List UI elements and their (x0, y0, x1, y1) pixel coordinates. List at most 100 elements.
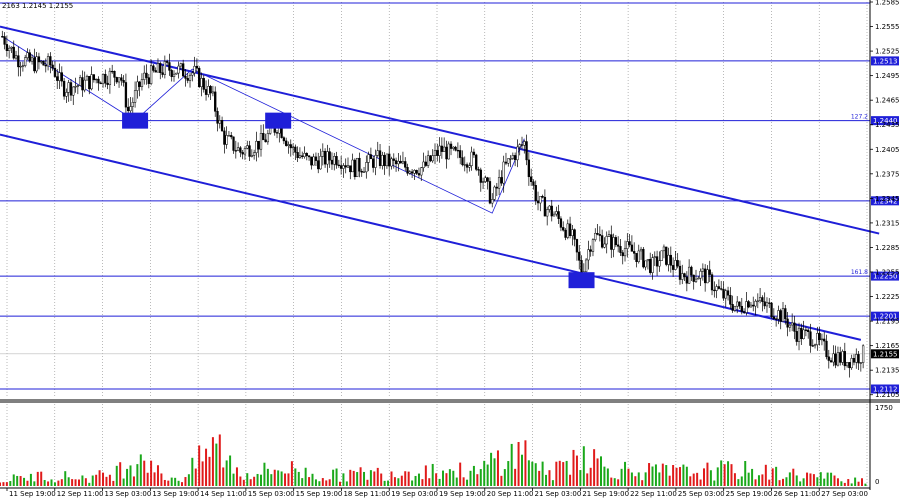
candle-body (10, 46, 13, 49)
candle-body (282, 137, 286, 142)
volume-axis: 1750 0 (875, 404, 893, 486)
candle-body (49, 56, 52, 66)
candle-body (463, 164, 466, 166)
price-tick-label: 1.2225 (875, 293, 900, 301)
candle-body (140, 79, 144, 87)
candle-body (97, 78, 100, 84)
candle-body (223, 130, 226, 145)
level-price-label: 1.2513 (873, 57, 898, 65)
time-tick-label: 15 Sep 19:00 (296, 490, 343, 498)
candle-body (763, 301, 766, 307)
candle-body (259, 132, 263, 150)
candle-body (623, 248, 627, 257)
candle-body (257, 140, 260, 150)
candle-body (69, 82, 73, 96)
candle-body (95, 78, 98, 81)
candle-body (745, 301, 748, 313)
candle-body (184, 75, 187, 79)
candle-body (78, 77, 82, 86)
candle-body (33, 57, 36, 72)
candle-body (724, 290, 727, 299)
candle-body (53, 67, 57, 77)
candle-body (168, 62, 171, 71)
candle-body (697, 277, 700, 280)
candle-body (525, 141, 528, 161)
candle-body (843, 351, 846, 367)
candle-body (479, 169, 482, 183)
candle-body (704, 268, 707, 284)
candle-body (227, 135, 231, 137)
candle-body (781, 308, 785, 322)
candle-body (60, 72, 63, 82)
candle-body (575, 239, 579, 253)
channel-line-upper (0, 25, 880, 235)
candle-body (40, 61, 43, 63)
candle-body (685, 276, 688, 284)
candle-body (35, 56, 38, 72)
candle-body (445, 146, 448, 160)
candle-body (500, 177, 503, 184)
candle-body (305, 152, 308, 157)
candle-body (793, 322, 796, 332)
candle-body (342, 165, 345, 169)
volume-tick-label: 0 (875, 478, 879, 486)
candle-body (289, 144, 292, 149)
candle-body (440, 145, 444, 152)
candle-body (339, 165, 343, 169)
candle-body (62, 80, 66, 97)
candle-body (88, 75, 91, 90)
candle-body (21, 65, 25, 67)
candle-body (44, 64, 47, 67)
candle-body (761, 297, 764, 302)
candle-body (848, 362, 851, 369)
candle-body (216, 111, 219, 124)
candle-body (742, 311, 746, 313)
candle-body (207, 86, 210, 95)
candle-body (516, 146, 519, 161)
time-tick-label: 13 Sep 03:00 (105, 490, 152, 498)
candle-body (179, 63, 183, 67)
candle-body (701, 268, 705, 272)
candle-body (367, 154, 370, 163)
candle-body (323, 150, 327, 165)
fib-retracement-path (2, 36, 525, 214)
time-tick-label: 26 Sep 11:00 (773, 490, 820, 498)
candle-body (671, 265, 675, 270)
candle-body (417, 173, 421, 176)
candle-body (266, 133, 270, 143)
candle-body (784, 308, 787, 320)
candle-body (358, 157, 361, 172)
candle-body (642, 248, 645, 268)
candle-body (788, 324, 792, 328)
candle-body (138, 81, 141, 87)
price-tick-label: 1.2285 (875, 244, 900, 252)
candle-body (250, 155, 253, 157)
candle-body (511, 155, 514, 159)
candle-body (349, 165, 352, 173)
candle-body (594, 233, 597, 240)
trend-channel (0, 25, 880, 341)
time-tick-label: 21 Sep 03:00 (535, 490, 582, 498)
candle-body (754, 300, 757, 307)
candle-body (161, 72, 164, 75)
candle-body (165, 61, 169, 63)
candle-body (291, 146, 295, 149)
candle-body (536, 200, 540, 204)
level-price-tag (871, 56, 899, 66)
candle-body (390, 158, 393, 167)
candle-body (823, 338, 826, 342)
candle-body (186, 78, 189, 81)
candle-body (392, 158, 395, 161)
candle-body (333, 156, 336, 165)
price-tick-label: 1.2345 (875, 195, 900, 203)
candle-body (804, 329, 808, 331)
candle-body (749, 304, 753, 308)
time-tick-label: 19 Sep 03:00 (391, 490, 438, 498)
candle-body (328, 151, 331, 161)
marker-box (265, 112, 292, 129)
candle-body (239, 147, 242, 153)
candle-body (710, 274, 714, 291)
candle-body (715, 286, 718, 291)
candle-body (726, 290, 730, 296)
time-axis: 11 Sep 19:00 12 Sep 11:00 13 Sep 03:00 13 S… (6, 488, 868, 498)
